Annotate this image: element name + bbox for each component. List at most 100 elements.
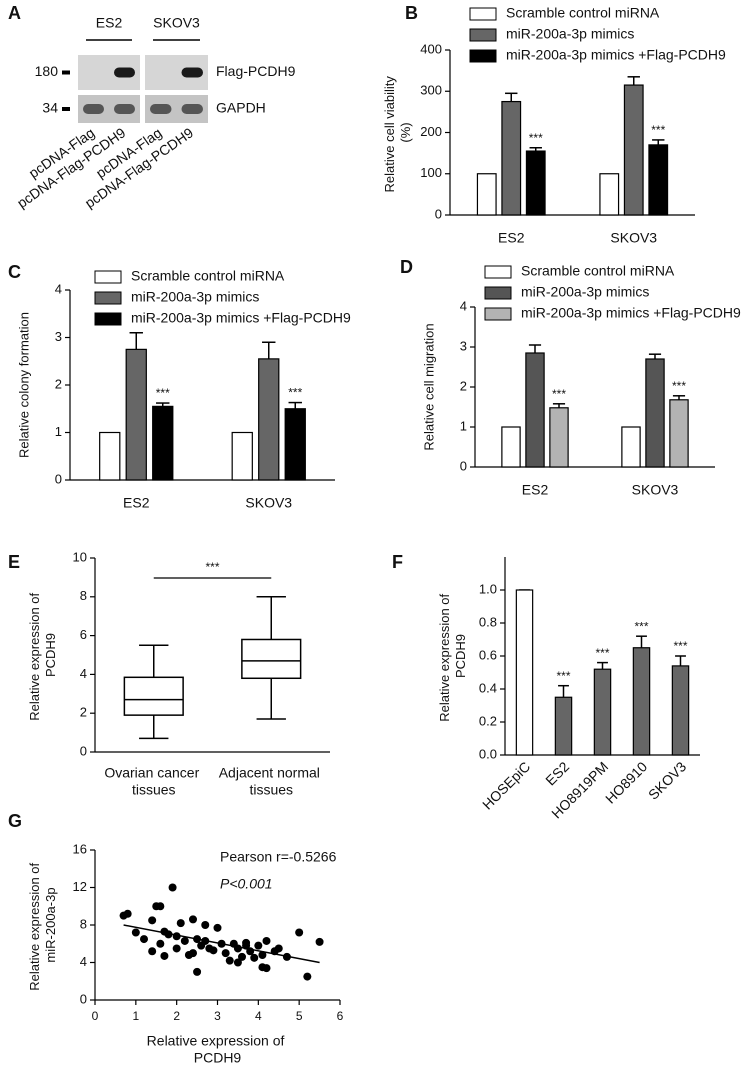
- x-tick-label: 0: [92, 1009, 99, 1023]
- box: [123, 676, 184, 716]
- x-tick-label: 1: [132, 1009, 139, 1023]
- box: [241, 638, 302, 680]
- x-axis-label: Relative expression of PCDH9: [147, 1032, 289, 1065]
- marker-label: 180: [35, 63, 59, 79]
- legend-label: Scramble control miRNA: [521, 263, 675, 279]
- y-tick-label: 0: [435, 206, 442, 221]
- marker-tick: [62, 107, 70, 111]
- y-tick-label: 16: [73, 841, 87, 856]
- point: [189, 915, 197, 924]
- panel-label: F: [392, 552, 403, 572]
- point: [238, 952, 246, 961]
- x-tick-label: SKOV3: [610, 230, 657, 246]
- annotation: Pearson r=-0.5266: [220, 849, 337, 865]
- point: [172, 944, 181, 953]
- point: [295, 928, 304, 937]
- point: [258, 951, 267, 959]
- blot-band: [83, 104, 104, 114]
- y-axis-label: Relative cell viability (%): [382, 73, 413, 193]
- legend-swatch: [469, 7, 497, 21]
- y-tick-label: 300: [420, 83, 442, 98]
- blot-band: [150, 104, 172, 114]
- y-tick-label: 400: [420, 41, 442, 56]
- y-tick-label: 2: [80, 705, 87, 720]
- bar: [525, 352, 545, 468]
- y-tick-label: 1: [55, 424, 62, 439]
- x-tick-label: 4: [255, 1009, 262, 1023]
- panel-label: D: [400, 257, 413, 277]
- y-tick-label: 3: [460, 338, 467, 353]
- x-tick-label: SKOV3: [645, 758, 689, 802]
- point: [274, 944, 283, 953]
- y-axis-label: Relative cell migration: [421, 323, 436, 450]
- point: [262, 936, 271, 945]
- y-tick-label: 0: [460, 458, 467, 473]
- bar: [284, 408, 306, 481]
- significance: ***: [673, 639, 687, 653]
- y-tick-label: 0.0: [479, 746, 497, 761]
- y-tick-label: 1: [460, 418, 467, 433]
- point: [225, 956, 234, 965]
- y-axis-label: Relative expression of miR-200a-3p: [27, 859, 58, 991]
- y-axis-label: Relative expression of PCDH9: [27, 589, 58, 721]
- bar: [231, 431, 253, 481]
- y-tick-label: 3: [55, 329, 62, 344]
- point: [193, 967, 202, 976]
- significance: ***: [634, 619, 648, 633]
- legend-swatch: [484, 286, 512, 300]
- y-tick-label: 8: [80, 916, 87, 931]
- legend-swatch: [94, 270, 122, 284]
- y-tick-label: 2: [55, 376, 62, 391]
- legend-swatch: [484, 265, 512, 279]
- point: [262, 964, 271, 973]
- y-tick-label: 0.8: [479, 614, 497, 629]
- y-tick-label: 2: [460, 378, 467, 393]
- bar: [125, 348, 147, 481]
- panel-label: E: [8, 552, 20, 572]
- x-tick-label: ES2: [123, 495, 150, 511]
- blot-band: [114, 67, 135, 78]
- bar: [501, 426, 521, 468]
- blot-band: [114, 104, 135, 114]
- significance: ***: [552, 387, 566, 401]
- point: [201, 921, 210, 929]
- bar: [648, 144, 669, 216]
- x-tick-label: SKOV3: [632, 482, 679, 498]
- x-tick-label: HO8910: [602, 758, 650, 806]
- bar: [476, 173, 497, 216]
- x-tick-label: ES2: [542, 758, 572, 788]
- point: [156, 939, 165, 948]
- point: [221, 949, 230, 958]
- legend-swatch: [469, 49, 497, 63]
- panel-label: C: [8, 262, 21, 282]
- point: [148, 947, 157, 956]
- marker-label: 34: [42, 100, 58, 116]
- y-tick-label: 0: [80, 991, 87, 1006]
- annotation: P<0.001: [220, 876, 273, 892]
- bar: [593, 668, 612, 756]
- y-tick-label: 12: [73, 879, 87, 894]
- point: [164, 930, 173, 939]
- bar: [671, 665, 690, 756]
- point: [303, 972, 312, 981]
- significance: ***: [595, 646, 609, 660]
- band-label: GAPDH: [216, 100, 266, 116]
- y-tick-label: 4: [55, 281, 62, 296]
- legend-label: miR-200a-3p mimics +Flag-PCDH9: [131, 310, 351, 326]
- legend-swatch: [94, 291, 122, 305]
- y-tick-label: 0.4: [479, 680, 497, 695]
- fit-line: [123, 924, 320, 964]
- blot-band: [181, 67, 203, 78]
- y-tick-label: 8: [80, 588, 87, 603]
- y-tick-label: 4: [460, 298, 467, 313]
- y-tick-label: 0.6: [479, 647, 497, 662]
- y-tick-label: 0: [55, 471, 62, 486]
- bar: [554, 696, 573, 756]
- panel-label: G: [8, 811, 22, 831]
- legend-swatch: [469, 28, 497, 42]
- x-tick-label: 6: [337, 1009, 344, 1023]
- bar: [99, 431, 121, 481]
- band-label: Flag-PCDH9: [216, 63, 296, 79]
- x-tick-label: ES2: [522, 482, 549, 498]
- significance: ***: [288, 386, 302, 400]
